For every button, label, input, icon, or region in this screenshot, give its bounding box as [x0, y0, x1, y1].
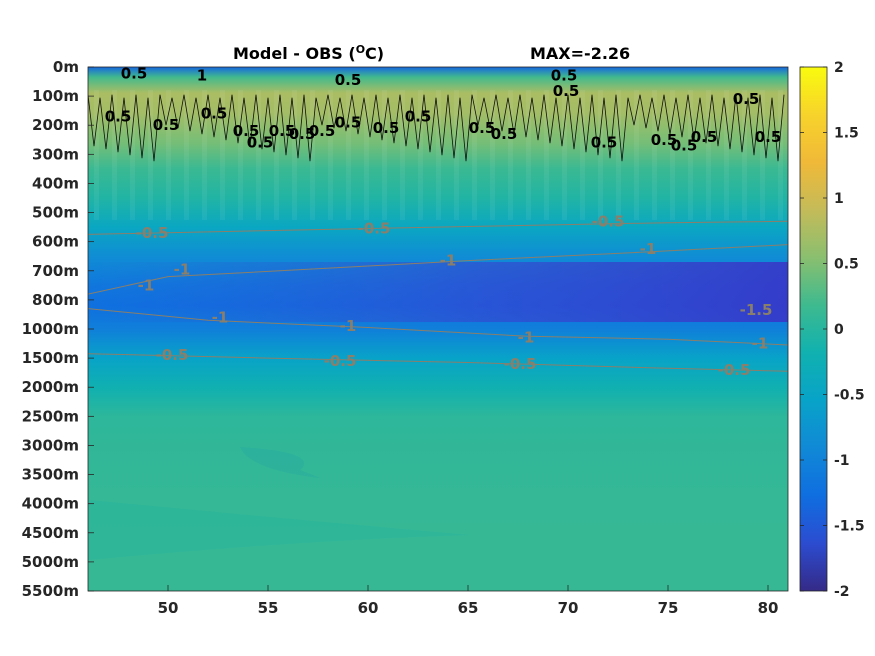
plot-area: 0.5 0.50.50.50.50.50.50.5 0.5 0.50.5 0.50.50…	[88, 64, 788, 591]
contour-label: 0.5	[153, 116, 180, 134]
title-unit-end: C)	[365, 44, 384, 63]
colorbar-tick-label: -1	[834, 453, 850, 469]
y-tick-label: 600m	[32, 233, 79, 251]
y-tick-label: 700m	[32, 262, 79, 280]
contour-label: -0.5	[504, 355, 537, 373]
contour-label: -1	[212, 308, 229, 326]
y-axis: 0m 100m 200m 300m 400m 500m 600m 700m 800m 1000m 1…	[22, 58, 94, 600]
contour-label: 0.5	[201, 105, 228, 123]
contour-label: 0.5	[733, 90, 760, 108]
y-tick-label: 4500m	[22, 524, 79, 542]
contour-label: 0.5	[469, 119, 496, 137]
contour-lines	[88, 94, 788, 372]
contour-line-minus-0.5-upper	[88, 220, 788, 235]
title-unit-superscript: O	[356, 43, 365, 56]
x-axis: 50 55 60 65 70 75 80	[158, 585, 779, 617]
contour-label: 1	[197, 67, 207, 85]
chart-title: Model - OBS (OC)	[233, 43, 384, 63]
contour-label: 0.5	[651, 131, 678, 149]
colorbar-tick-label: -0.5	[834, 388, 865, 404]
y-tick-label: 300m	[32, 145, 79, 163]
contour-label: -0.5	[358, 220, 391, 238]
x-tick-label: 65	[458, 599, 479, 617]
contour-label: -0.5	[324, 352, 357, 370]
contour-label: 0.5	[269, 122, 296, 140]
contour-label: -1.5	[740, 301, 773, 319]
colorbar-tick-label: 0	[834, 322, 844, 338]
contour-label: 0.5	[491, 125, 518, 143]
contour-label: 0.5	[121, 64, 148, 82]
y-tick-label: 1500m	[22, 349, 79, 367]
contour-label: 0.5	[335, 113, 362, 131]
contour-label: 0.5	[553, 82, 580, 100]
contour-label: -1	[752, 335, 769, 353]
x-tick-label: 60	[358, 599, 379, 617]
contour-label: 0.5	[105, 107, 132, 125]
heatmap-cold-core	[88, 262, 788, 322]
heatmap-stripes	[88, 90, 788, 220]
x-tick-label: 75	[658, 599, 679, 617]
y-tick-label: 200m	[32, 116, 79, 134]
contour-label: -0.5	[156, 346, 189, 364]
contour-label: 0.5	[405, 107, 432, 125]
contour-label: 0.5	[335, 71, 362, 89]
contour-label: 0.5	[755, 128, 782, 146]
colorbar-tick-label: -1.5	[834, 519, 865, 535]
heatmap-deep-tongue	[88, 500, 470, 560]
y-tick-label: 3000m	[22, 436, 79, 454]
y-tick-label: 3500m	[22, 466, 79, 484]
contour-label: 0.5	[373, 119, 400, 137]
y-tick-label: 4000m	[22, 495, 79, 513]
contour-line-minus-1-upper	[88, 244, 788, 295]
contour-label: 0.5	[247, 134, 274, 152]
contour-label: 0.5	[671, 137, 698, 155]
y-tick-label: 1000m	[22, 320, 79, 338]
y-tick-label: 500m	[32, 204, 79, 222]
colorbar-tick-label: -2	[834, 584, 850, 600]
colorbar-tick-label: 0.5	[834, 257, 859, 273]
x-tick-label: 80	[758, 599, 779, 617]
x-tick-label: 55	[258, 599, 279, 617]
y-tick-label: 5000m	[22, 553, 79, 571]
contour-label: 0.5	[551, 67, 578, 85]
title-main: Model - OBS (	[233, 44, 356, 63]
y-tick-label: 5500m	[22, 582, 79, 600]
contour-label: 0.5	[309, 122, 336, 140]
colorbar-tick-label: 1	[834, 191, 844, 207]
contour-label: -0.5	[592, 212, 625, 230]
colorbar: 2 1.5 1 0.5 0 -0.5 -1 -1.5 -2	[799, 60, 865, 600]
heatmap-deep-tongue	[240, 447, 320, 478]
x-tick-label: 70	[558, 599, 579, 617]
contour-label: -1	[174, 260, 191, 278]
colorbar-gradient	[799, 66, 828, 592]
y-tick-label: 800m	[32, 291, 79, 309]
contour-label: -1	[138, 276, 155, 294]
colorbar-tick-label: 2	[834, 60, 844, 76]
y-tick-label: 2000m	[22, 378, 79, 396]
x-tick-label: 50	[158, 599, 179, 617]
y-tick-label: 0m	[53, 58, 79, 76]
y-tick-label: 2500m	[22, 407, 79, 425]
contour-label: -1	[440, 252, 457, 270]
colorbar-tick-label: 1.5	[834, 126, 859, 142]
contour-line-minus-0.5-lower	[88, 353, 788, 372]
contour-line-0.5	[88, 94, 785, 162]
contour-label: -0.5	[718, 361, 751, 379]
contour-label: -1	[640, 240, 657, 258]
y-tick-label: 400m	[32, 174, 79, 192]
contour-label: 0.5	[233, 122, 260, 140]
contour-labels: 0.5 0.50.50.50.50.50.50.5 0.5 0.50.5 0.50.50…	[105, 64, 782, 379]
svg-text:Model - OBS (OC): Model - OBS (OC)	[233, 43, 384, 63]
contour-label: -1	[518, 329, 535, 347]
contour-label: 0.5	[691, 128, 718, 146]
colorbar-ticks: 2 1.5 1 0.5 0 -0.5 -1 -1.5 -2	[800, 60, 865, 600]
max-label: MAX=-2.26	[530, 44, 630, 63]
y-tick-label: 100m	[32, 87, 79, 105]
contour-label: -1	[340, 317, 357, 335]
contour-label: 0.5	[289, 125, 316, 143]
contour-label: 0.5	[591, 134, 618, 152]
contour-line-minus-1-lower	[88, 308, 788, 346]
contour-label: -0.5	[136, 224, 169, 242]
